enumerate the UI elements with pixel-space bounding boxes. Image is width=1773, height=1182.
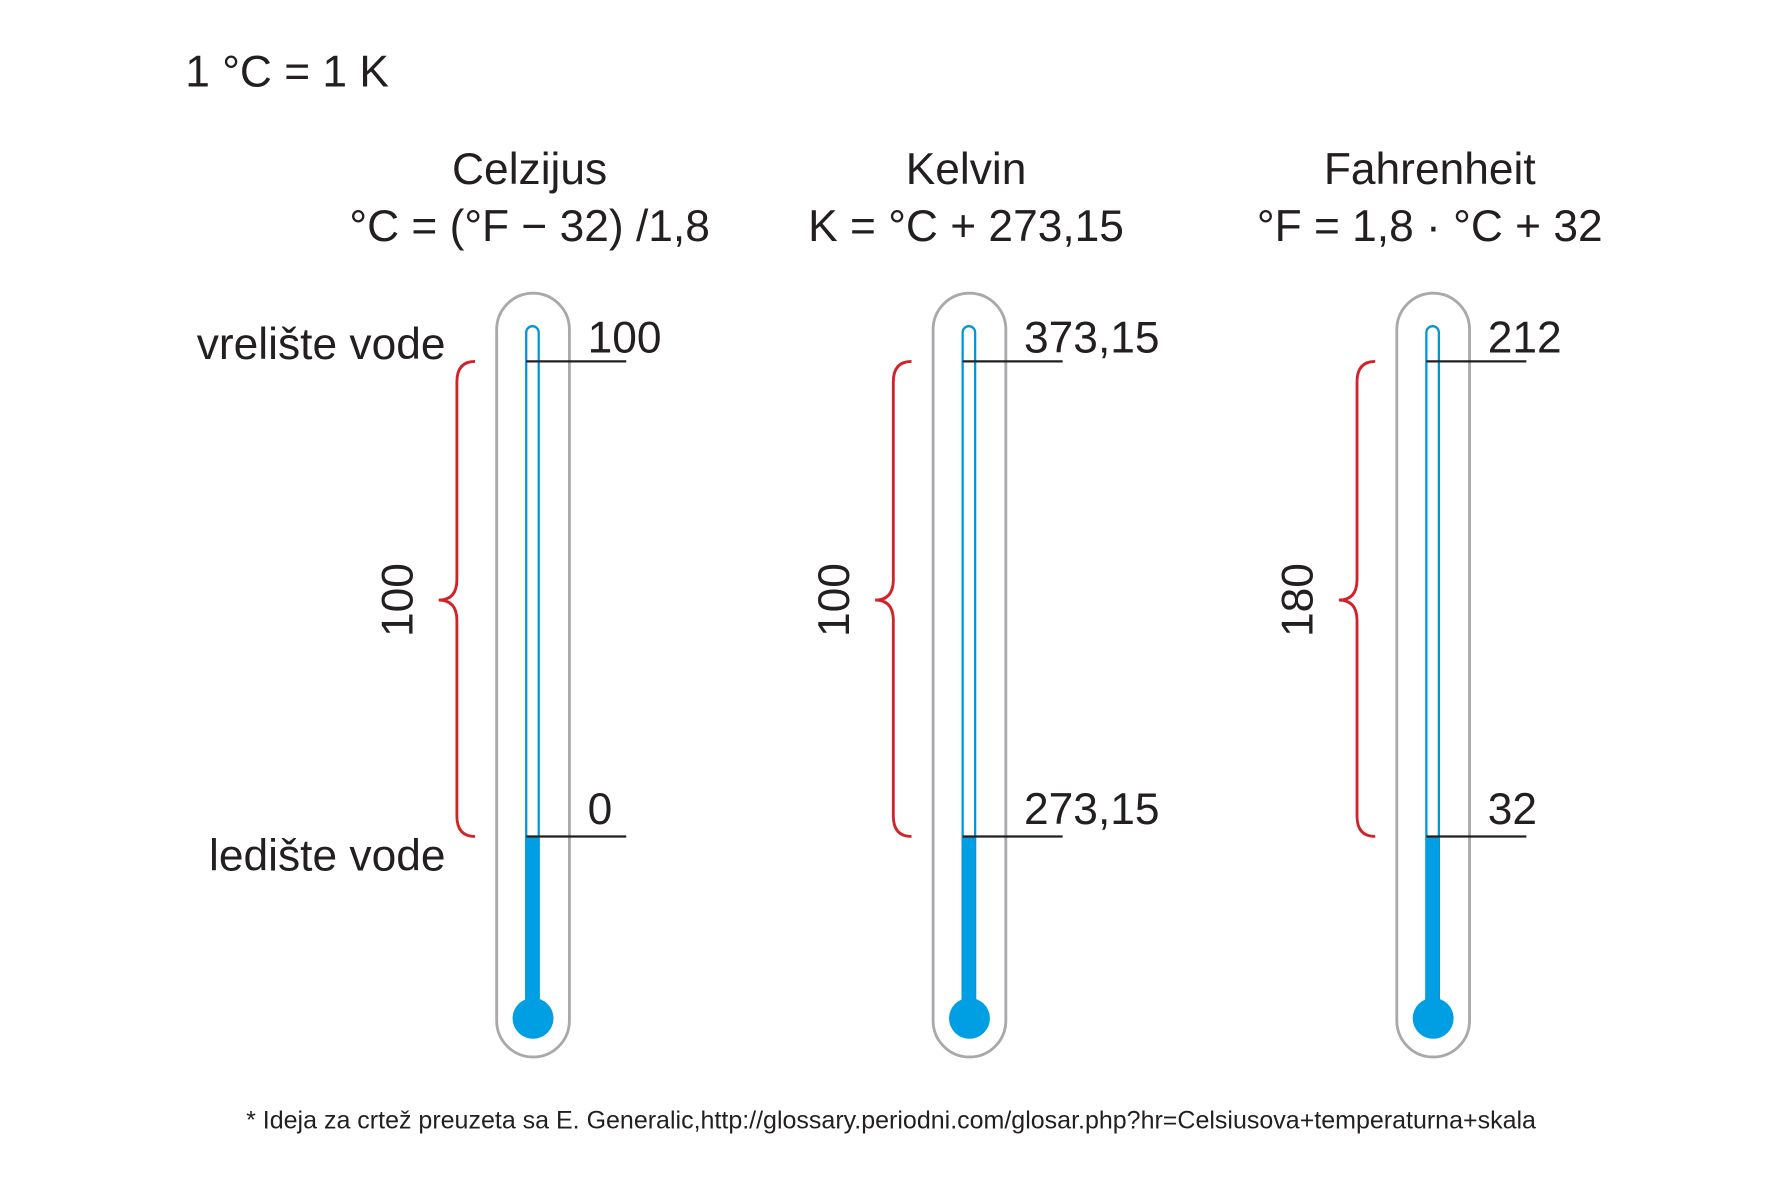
brace: [875, 359, 912, 838]
bottom-value: 0: [588, 785, 613, 834]
span-value: 180: [1274, 563, 1323, 637]
mercury: [1426, 836, 1439, 1007]
span-value: 100: [810, 563, 859, 637]
boiling-label: vrelište vode: [197, 320, 446, 369]
bulb: [512, 997, 554, 1039]
top-value: 212: [1488, 313, 1562, 362]
scale-formula: K = °C + 273,15: [808, 202, 1124, 251]
mercury: [962, 836, 976, 1007]
scale-name: Celzijus: [452, 145, 607, 194]
scale-formula: °C = (°F − 32) /1,8: [349, 202, 710, 251]
bulb: [949, 997, 990, 1039]
bottom-value: 32: [1488, 785, 1537, 834]
bulb: [1412, 997, 1454, 1039]
top-value: 373,15: [1024, 313, 1160, 362]
scale-name: Fahrenheit: [1324, 145, 1536, 194]
span-value: 100: [374, 563, 423, 637]
mercury: [526, 836, 539, 1007]
header: 1 °C = 1 K: [185, 47, 389, 96]
freezing-label: ledište vode: [209, 832, 445, 881]
scale-name: Kelvin: [906, 145, 1027, 194]
footnote: * Ideja za crtež preuzeta sa E. Generali…: [246, 1107, 1536, 1135]
brace: [1338, 359, 1376, 838]
bottom-value: 273,15: [1024, 785, 1160, 834]
brace: [438, 359, 476, 838]
scale-formula: °F = 1,8 · °C + 32: [1257, 202, 1603, 251]
top-value: 100: [588, 313, 662, 362]
